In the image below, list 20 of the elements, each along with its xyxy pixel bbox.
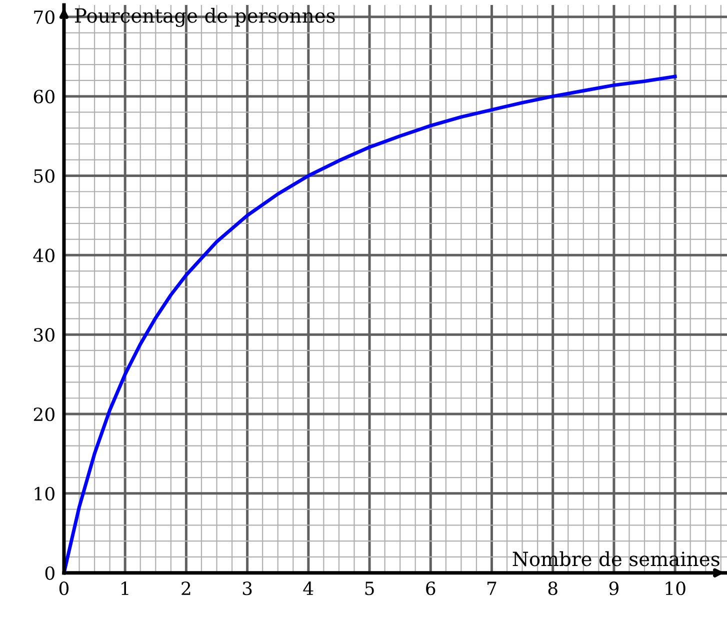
y-tick-label: 10 [34,486,54,501]
y-tick-label: 20 [34,407,54,422]
y-tick-label: 70 [34,10,54,24]
x-tick-label: 10 [666,582,686,596]
y-tick-label: 60 [34,90,54,104]
y-tick-label: 40 [33,248,54,262]
x-tick-label: 6 [426,582,436,596]
x-axis-title: Nombre de semaines [512,551,720,566]
x-tick-label: 9 [609,582,618,596]
x-tick-label: 0 [59,582,69,596]
x-tick-label: 2 [182,582,190,595]
y-tick-label: 30 [34,328,54,342]
x-tick-label: 5 [365,582,374,596]
x-tick-label: 4 [303,582,314,595]
y-tick-label: 50 [34,169,54,183]
x-tick-label: 1 [122,582,128,595]
x-tick-label: 3 [242,582,252,596]
x-tick-label: 7 [488,582,496,595]
x-tick-label: 8 [548,582,558,596]
y-tick-label: 0 [45,566,54,580]
